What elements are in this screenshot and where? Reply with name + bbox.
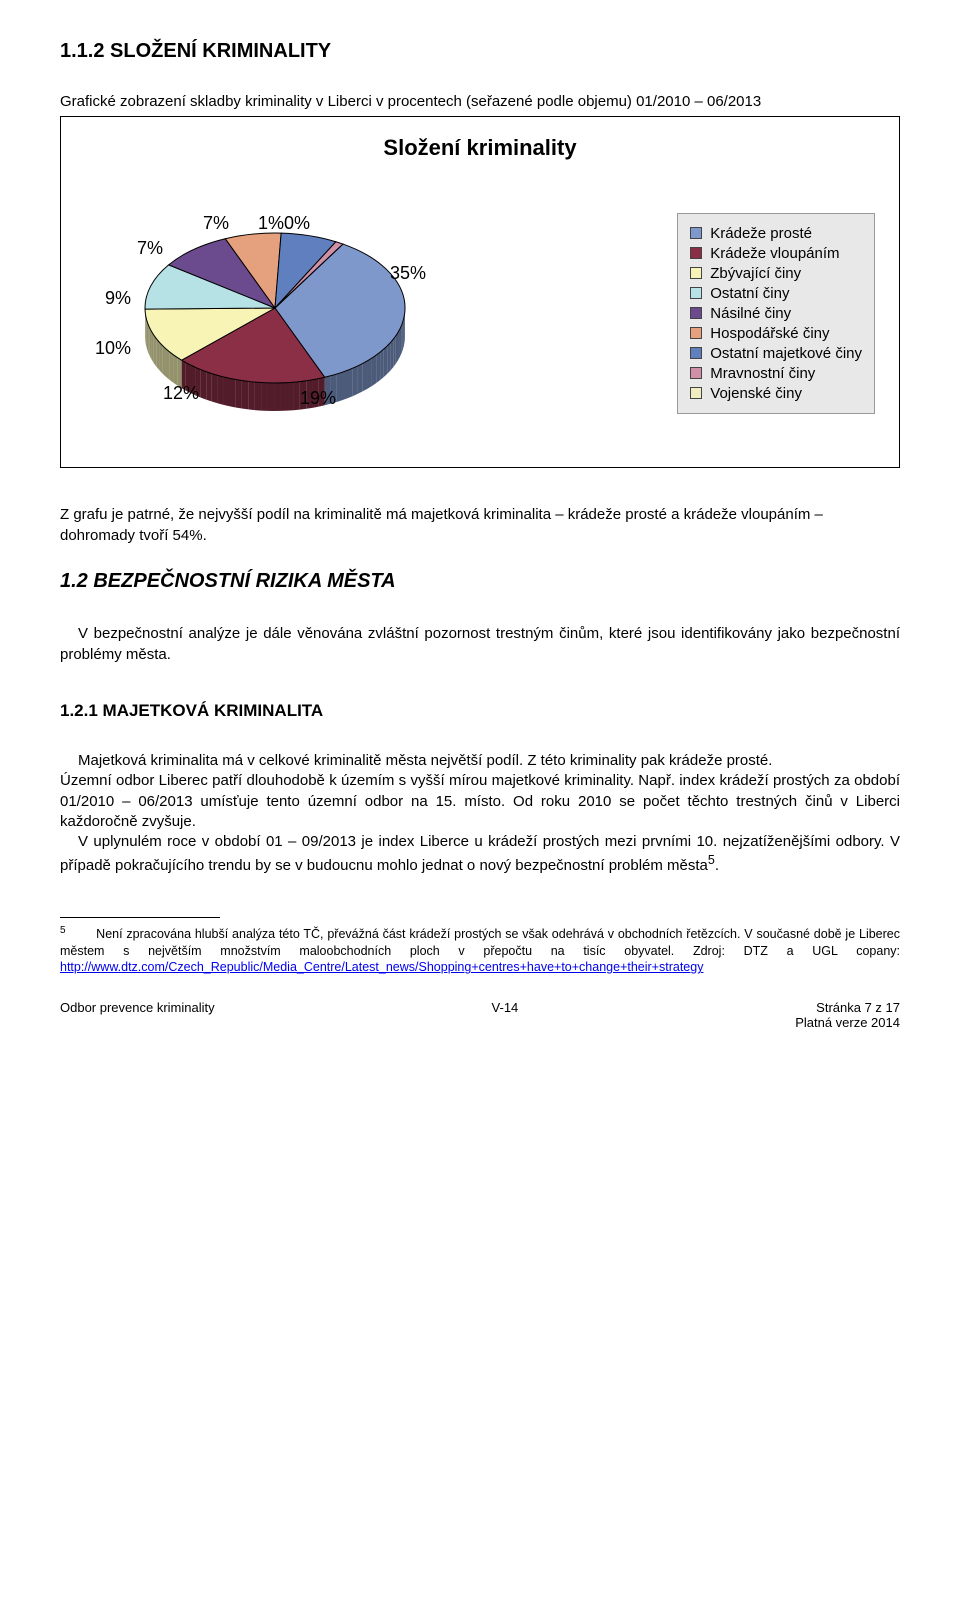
legend-swatch <box>690 307 702 319</box>
page-footer: Odbor prevence kriminality V-14 Stránka … <box>60 1000 900 1030</box>
pie-label: 9% <box>105 288 131 309</box>
legend-item: Ostatní činy <box>690 285 862 302</box>
legend-swatch <box>690 387 702 399</box>
pie-label: 12% <box>163 383 199 404</box>
pie-label: 19% <box>300 388 336 409</box>
footnote-text: Není zpracována hlubší analýza této TČ, … <box>60 927 900 958</box>
legend-label: Mravnostní činy <box>710 365 815 382</box>
chart-body: 35%19%12%10%9%7%7%1%0% Krádeže prostéKrá… <box>85 183 875 443</box>
footer-center: V-14 <box>492 1000 519 1030</box>
legend-label: Ostatní činy <box>710 285 789 302</box>
legend-swatch <box>690 267 702 279</box>
legend-item: Mravnostní činy <box>690 365 862 382</box>
body-line: Majetková kriminalita má v celkové krimi… <box>60 751 900 771</box>
footer-page-num: Stránka 7 z 17 <box>816 1000 900 1015</box>
pie-label: 7% <box>137 238 163 259</box>
legend-label: Zbývající činy <box>710 265 801 282</box>
intro-text: Grafické zobrazení skladby kriminality v… <box>60 91 900 112</box>
footer-right: Stránka 7 z 17 Platná verze 2014 <box>795 1000 900 1030</box>
footer-version: Platná verze 2014 <box>795 1015 900 1030</box>
legend-label: Vojenské činy <box>710 385 802 402</box>
pie-chart: 35% 19% 12% 10% 9% 7% 7% 1%0% <box>85 183 465 443</box>
legend-label: Krádeže vloupáním <box>710 245 839 262</box>
legend-swatch <box>690 367 702 379</box>
chart-title: Složení kriminality <box>85 135 875 161</box>
footnote-ref: 5 <box>708 853 715 867</box>
legend-label: Krádeže prosté <box>710 225 812 242</box>
legend-swatch <box>690 287 702 299</box>
pie-label: 1%0% <box>258 213 310 234</box>
section-heading-1-2-1: 1.2.1 MAJETKOVÁ KRIMINALITA <box>60 701 900 721</box>
chart-frame: Složení kriminality 35% 19% 12% 10% 9% 7% 7% 1%… <box>60 116 900 468</box>
body-line: V uplynulém roce v období 01 – 09/2013 j… <box>60 832 900 877</box>
legend-item: Vojenské činy <box>690 385 862 402</box>
legend-item: Krádeže prosté <box>690 225 862 242</box>
legend-swatch <box>690 327 702 339</box>
section-1-2-intro: V bezpečnostní analýze je dále věnována … <box>60 623 900 665</box>
legend-item: Hospodářské činy <box>690 325 862 342</box>
legend-label: Násilné činy <box>710 305 791 322</box>
legend-swatch <box>690 227 702 239</box>
pie-label: 35% <box>390 263 426 284</box>
legend-item: Krádeže vloupáním <box>690 245 862 262</box>
footnote-marker: 5 <box>60 925 66 936</box>
graph-conclusion: Z grafu je patrné, že nejvyšší podíl na … <box>60 504 900 546</box>
section-heading-1-2: 1.2 BEZPEČNOSTNÍ RIZIKA MĚSTA <box>60 570 900 593</box>
section-heading-1-1-2: 1.1.2 SLOŽENÍ KRIMINALITY <box>60 40 900 63</box>
body-line: Územní odbor Liberec patří dlouhodobě k … <box>60 771 900 832</box>
footnote-rule <box>60 917 220 918</box>
section-1-2-1-body: Majetková kriminalita má v celkové krimi… <box>60 751 900 877</box>
footnote-5: 5 Není zpracována hlubší analýza této TČ… <box>60 924 900 977</box>
chart-legend: Krádeže prosté Krádeže vloupáním Zbývající… <box>677 213 875 414</box>
footer-left: Odbor prevence kriminality <box>60 1000 215 1030</box>
legend-label: Ostatní majetkové činy <box>710 345 862 362</box>
legend-item: Zbývající činy <box>690 265 862 282</box>
legend-item: Ostatní majetkové činy <box>690 345 862 362</box>
legend-swatch <box>690 247 702 259</box>
legend-swatch <box>690 347 702 359</box>
legend-item: Násilné činy <box>690 305 862 322</box>
footnote-link[interactable]: http://www.dtz.com/Czech_Republic/Media_… <box>60 960 703 974</box>
pie-label: 7% <box>203 213 229 234</box>
legend-label: Hospodářské činy <box>710 325 829 342</box>
pie-label: 10% <box>95 338 131 359</box>
